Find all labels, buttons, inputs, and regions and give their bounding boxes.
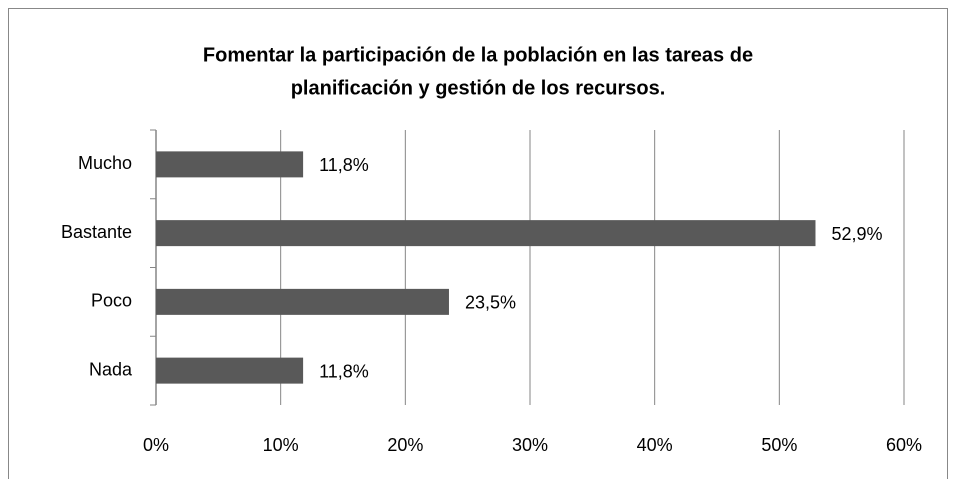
y-tick-label: Mucho bbox=[78, 153, 132, 173]
x-tick-label: 60% bbox=[886, 435, 922, 455]
bar bbox=[156, 151, 304, 178]
x-tick-label: 50% bbox=[761, 435, 797, 455]
x-tick-label: 10% bbox=[263, 435, 299, 455]
chart-title: Fomentar la participación de la població… bbox=[203, 44, 753, 66]
x-tick-label: 40% bbox=[637, 435, 673, 455]
y-tick-label: Nada bbox=[89, 359, 133, 379]
data-label: 23,5% bbox=[465, 293, 516, 313]
y-tick-label: Poco bbox=[91, 291, 132, 311]
data-label: 52,9% bbox=[831, 224, 882, 244]
chart-title: planificación y gestión de los recursos. bbox=[291, 77, 666, 99]
bar bbox=[156, 220, 816, 247]
chart-frame bbox=[8, 8, 948, 479]
x-tick-label: 30% bbox=[512, 435, 548, 455]
x-tick-label: 20% bbox=[387, 435, 423, 455]
data-label: 11,8% bbox=[319, 155, 369, 175]
data-label: 11,8% bbox=[319, 361, 369, 381]
x-tick-label: 0% bbox=[143, 435, 169, 455]
y-tick-label: Bastante bbox=[61, 222, 132, 242]
bar bbox=[156, 357, 304, 384]
bar bbox=[156, 288, 449, 315]
